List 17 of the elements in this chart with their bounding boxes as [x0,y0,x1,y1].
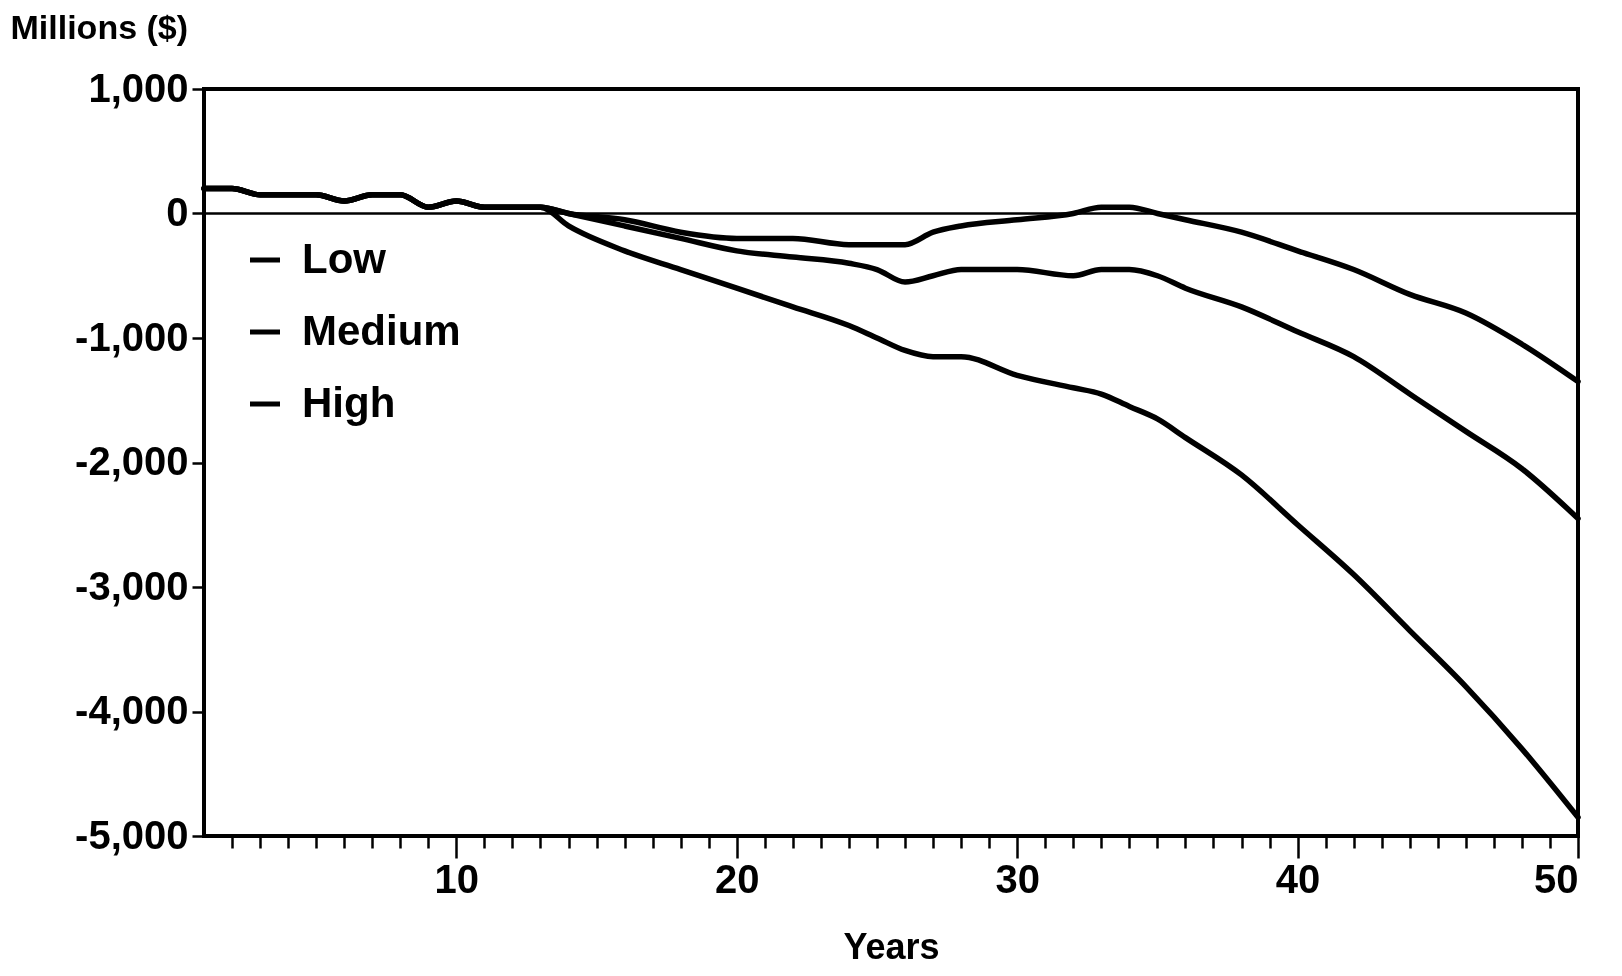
x-tick-label: 10 [434,856,480,901]
y-tick-label: 0 [166,190,189,234]
x-axis-title: Years [843,925,940,967]
y-tick-label: -2,000 [75,439,189,483]
y-axis-title: Millions ($) [10,7,189,46]
legend-label: Low [302,235,387,282]
legend-label: High [302,379,396,426]
y-tick-label: -3,000 [75,563,189,608]
y-tick-label: -1,000 [75,314,189,359]
x-tick-label: 20 [715,856,760,901]
x-tick-label: 30 [995,856,1040,901]
y-tick-label: -5,000 [75,812,189,857]
legend-label: Medium [302,307,461,354]
y-tick-label: -4,000 [75,688,189,732]
x-tick-label: 40 [1275,856,1321,901]
y-tick-label: 1,000 [88,65,189,110]
x-tick-label: 50 [1534,856,1579,901]
